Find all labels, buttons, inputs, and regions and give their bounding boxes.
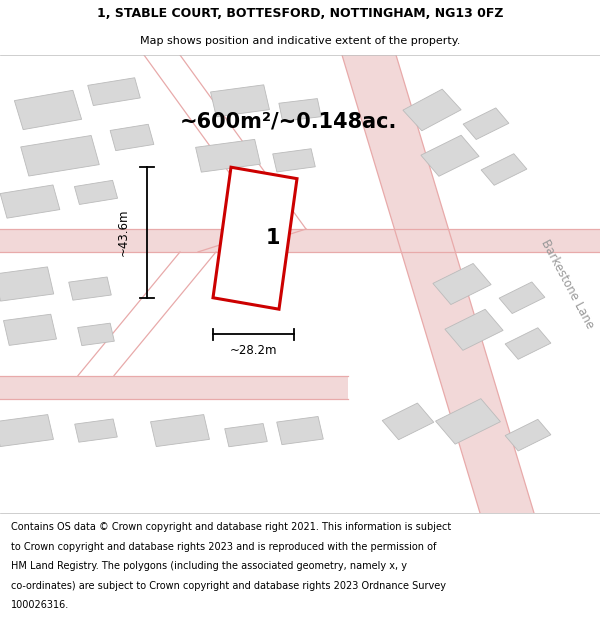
Polygon shape: [0, 267, 54, 301]
Polygon shape: [342, 55, 534, 513]
Polygon shape: [403, 89, 461, 131]
Text: Contains OS data © Crown copyright and database right 2021. This information is : Contains OS data © Crown copyright and d…: [11, 522, 451, 532]
Text: 1, STABLE COURT, BOTTESFORD, NOTTINGHAM, NG13 0FZ: 1, STABLE COURT, BOTTESFORD, NOTTINGHAM,…: [97, 8, 503, 20]
Polygon shape: [436, 399, 500, 444]
Text: co-ordinates) are subject to Crown copyright and database rights 2023 Ordnance S: co-ordinates) are subject to Crown copyr…: [11, 581, 446, 591]
Text: HM Land Registry. The polygons (including the associated geometry, namely x, y: HM Land Registry. The polygons (includin…: [11, 561, 407, 571]
Text: ~28.2m: ~28.2m: [230, 344, 277, 357]
Polygon shape: [277, 416, 323, 444]
Text: Barkestone Lane: Barkestone Lane: [538, 237, 596, 331]
Polygon shape: [74, 181, 118, 204]
Polygon shape: [213, 168, 297, 309]
Polygon shape: [21, 136, 99, 176]
Polygon shape: [505, 328, 551, 359]
Polygon shape: [69, 277, 111, 300]
Polygon shape: [505, 419, 551, 451]
Polygon shape: [0, 414, 53, 446]
Text: Map shows position and indicative extent of the property.: Map shows position and indicative extent…: [140, 36, 460, 46]
Polygon shape: [88, 78, 140, 106]
Polygon shape: [0, 185, 60, 218]
Polygon shape: [0, 376, 348, 399]
Polygon shape: [382, 403, 434, 440]
Polygon shape: [225, 424, 267, 447]
Polygon shape: [14, 90, 82, 129]
Polygon shape: [110, 124, 154, 151]
Text: 100026316.: 100026316.: [11, 601, 69, 611]
Text: ~43.6m: ~43.6m: [116, 209, 130, 256]
Polygon shape: [463, 108, 509, 139]
Polygon shape: [273, 149, 315, 172]
Polygon shape: [211, 85, 269, 117]
Polygon shape: [77, 323, 115, 346]
Polygon shape: [445, 309, 503, 351]
Polygon shape: [421, 135, 479, 176]
Polygon shape: [196, 139, 260, 172]
Polygon shape: [4, 314, 56, 346]
Text: to Crown copyright and database rights 2023 and is reproduced with the permissio: to Crown copyright and database rights 2…: [11, 541, 436, 551]
Polygon shape: [499, 282, 545, 314]
Text: ~600m²/~0.148ac.: ~600m²/~0.148ac.: [180, 111, 397, 131]
Polygon shape: [75, 419, 117, 442]
Polygon shape: [433, 264, 491, 304]
Polygon shape: [0, 229, 600, 252]
Polygon shape: [151, 414, 209, 446]
Polygon shape: [481, 154, 527, 185]
Polygon shape: [279, 99, 321, 121]
Text: 1: 1: [266, 228, 280, 248]
